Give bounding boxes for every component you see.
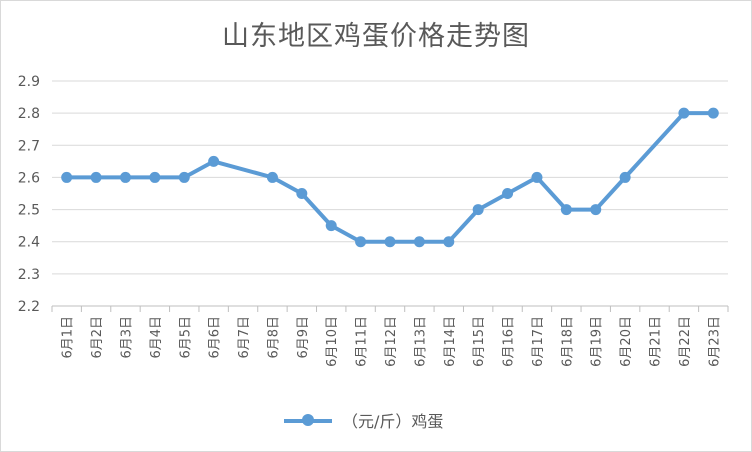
y-tick-2.2: 2.2 (18, 299, 40, 315)
x-tick-label: 6月11日 (355, 316, 370, 367)
y-tick-2.9: 2.9 (18, 74, 40, 90)
x-tick-label: 6月22日 (678, 316, 693, 367)
data-point-15 (472, 204, 484, 216)
y-tick-2.8: 2.8 (18, 106, 40, 122)
x-tick-label: 6月1日 (61, 316, 76, 359)
x-tick-label: 6月2日 (90, 316, 105, 359)
legend-label: （元/斤）鸡蛋 (342, 412, 444, 431)
x-tick-label: 6月13日 (413, 316, 428, 367)
x-tick-label: 6月5日 (178, 316, 193, 359)
y-axis-ticks: 2.2 2.3 2.4 2.5 2.6 2.7 2.8 2.9 (18, 74, 40, 315)
x-axis-ticks: 6月1日 6月2日 6月3日 6月4日 6月5日 6月6日 6月7日 6月8日 6月9日 6月10… (61, 316, 723, 367)
x-tick-label: 6月19日 (590, 316, 605, 367)
x-tick-label: 6月17日 (531, 316, 546, 367)
y-tick-2.3: 2.3 (18, 267, 40, 283)
x-tick-label: 6月10日 (325, 316, 340, 367)
data-point-12 (384, 236, 396, 248)
x-tick-label: 6月14日 (443, 316, 458, 367)
x-tick-label: 6月16日 (502, 316, 517, 367)
x-tick-label: 6月18日 (560, 316, 575, 367)
y-tick-2.7: 2.7 (18, 138, 40, 154)
x-tick-label: 6月12日 (384, 316, 399, 367)
x-tick-label: 6月4日 (149, 316, 164, 359)
data-point-20 (619, 171, 631, 183)
chart-title: 山东地区鸡蛋价格走势图 (222, 21, 530, 52)
data-point-17 (531, 171, 543, 183)
data-point-3 (119, 171, 131, 183)
y-tick-2.6: 2.6 (18, 170, 40, 186)
data-point-1 (61, 171, 73, 183)
data-point-9 (296, 188, 308, 199)
x-tick-label: 6月23日 (707, 316, 722, 367)
data-point-4 (149, 171, 161, 183)
x-tick-label: 6月6日 (208, 316, 223, 359)
x-tick-label: 6月3日 (119, 316, 134, 359)
y-tick-2.4: 2.4 (18, 235, 40, 251)
data-point-2 (90, 171, 102, 183)
x-tick-label: 6月9日 (296, 316, 311, 359)
data-point-19 (590, 204, 602, 216)
data-point-5 (178, 171, 190, 183)
data-point-13 (413, 236, 425, 248)
legend: （元/斤）鸡蛋 (284, 407, 443, 433)
data-point-14 (443, 236, 455, 248)
x-tick-label: 6月7日 (237, 316, 252, 359)
x-tick-label: 6月15日 (472, 316, 487, 367)
legend-swatch (284, 410, 332, 430)
data-point-18 (560, 204, 572, 216)
data-point-16 (502, 188, 514, 199)
x-tick-label: 6月8日 (266, 316, 281, 359)
gridlines (52, 80, 728, 275)
data-point-22 (678, 107, 690, 119)
data-point-8 (266, 171, 278, 183)
data-point-6 (208, 155, 220, 167)
x-axis (51, 305, 729, 312)
data-point-11 (355, 236, 367, 248)
x-tick-label: 6月20日 (619, 316, 634, 367)
series-egg-price (61, 107, 719, 248)
x-tick-label: 6月21日 (649, 316, 664, 367)
y-tick-2.5: 2.5 (18, 203, 40, 219)
data-point-23 (707, 107, 719, 119)
data-point-10 (325, 220, 337, 232)
